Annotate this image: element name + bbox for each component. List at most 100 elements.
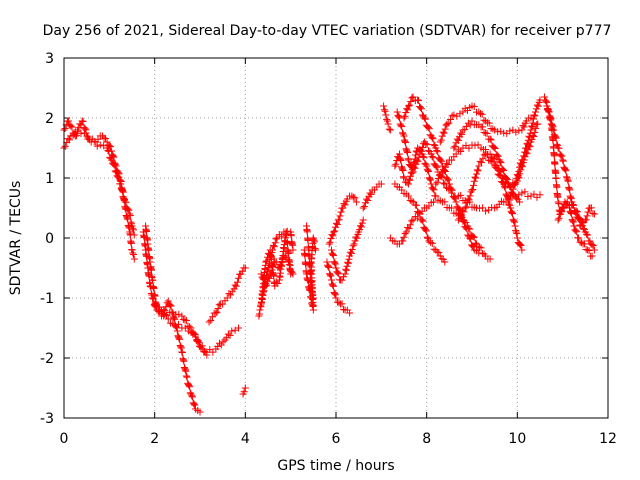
data-point — [519, 156, 527, 164]
data-point — [580, 225, 588, 233]
data-point — [353, 234, 361, 242]
data-point — [150, 285, 158, 293]
data-point — [437, 156, 445, 164]
x-axis-label: GPS time / hours — [277, 458, 394, 474]
data-point — [164, 297, 172, 305]
data-point — [439, 168, 447, 176]
data-point — [418, 216, 426, 224]
data-point — [588, 252, 596, 260]
data-point — [493, 164, 501, 172]
data-point — [271, 239, 279, 247]
data-point — [214, 305, 222, 312]
data-point — [178, 349, 186, 357]
series-track-x — [436, 102, 535, 146]
data-point — [496, 158, 504, 166]
data-point — [215, 301, 223, 309]
data-point — [459, 108, 467, 116]
data-point — [531, 108, 539, 116]
data-point — [444, 161, 452, 169]
data-point — [427, 176, 435, 184]
data-point — [194, 336, 202, 344]
data-point — [287, 270, 295, 278]
data-point — [441, 258, 449, 266]
data-point — [284, 240, 292, 248]
data-point — [512, 179, 520, 187]
data-point — [473, 170, 481, 178]
data-point — [516, 163, 524, 171]
data-point — [462, 224, 470, 232]
data-point — [209, 348, 217, 356]
data-point — [558, 152, 566, 160]
data-point — [461, 126, 469, 134]
data-point — [268, 254, 276, 262]
data-point — [437, 136, 445, 144]
data-point — [508, 208, 516, 216]
data-point — [235, 274, 243, 282]
data-point — [427, 239, 435, 247]
data-point — [342, 265, 350, 273]
data-point — [109, 152, 117, 160]
data-point — [179, 356, 187, 364]
data-point — [397, 121, 405, 129]
data-point — [486, 255, 494, 263]
data-point — [506, 127, 514, 135]
x-tick-label: 10 — [508, 431, 526, 447]
data-point — [588, 241, 596, 249]
data-point — [479, 204, 487, 212]
data-point — [226, 331, 234, 339]
data-point — [468, 117, 476, 125]
data-point — [385, 125, 393, 133]
series-track-ad — [554, 198, 598, 254]
data-point — [411, 164, 419, 172]
data-point — [171, 321, 179, 329]
data-point — [173, 327, 181, 335]
data-point — [178, 312, 186, 320]
data-point — [405, 175, 413, 183]
data-point — [349, 193, 357, 201]
data-point — [307, 282, 315, 290]
data-point — [306, 262, 314, 270]
data-point — [473, 166, 481, 174]
data-point — [457, 191, 465, 199]
data-point — [465, 144, 473, 152]
y-tick-label: -2 — [40, 351, 54, 367]
data-point — [270, 243, 278, 251]
data-point — [469, 185, 477, 193]
data-point — [185, 382, 193, 390]
data-point — [452, 198, 460, 206]
data-point — [200, 348, 208, 356]
data-point — [61, 124, 69, 132]
series-track-z — [454, 150, 526, 254]
data-point — [438, 157, 446, 165]
data-point — [424, 124, 432, 132]
data-point — [419, 217, 427, 225]
data-point — [193, 335, 201, 343]
data-point — [582, 230, 590, 238]
data-point — [235, 324, 243, 332]
data-point — [338, 276, 346, 284]
data-point — [407, 98, 415, 105]
data-point — [169, 309, 177, 317]
data-point — [224, 330, 232, 338]
data-point — [590, 210, 598, 218]
data-point — [110, 153, 118, 161]
data-point — [560, 203, 568, 211]
data-point — [256, 306, 264, 314]
data-point — [269, 263, 277, 271]
data-point — [531, 112, 539, 120]
series-track-f — [205, 264, 249, 326]
data-point — [422, 140, 430, 148]
data-point — [450, 111, 458, 119]
data-point — [426, 175, 434, 183]
data-point — [344, 258, 352, 266]
data-point — [452, 150, 460, 158]
data-point — [511, 180, 519, 188]
data-point — [495, 171, 503, 179]
data-point — [398, 129, 406, 137]
series-track-j — [257, 228, 295, 308]
data-point — [125, 224, 133, 232]
data-point — [381, 107, 389, 115]
series-track-ac — [543, 102, 596, 260]
